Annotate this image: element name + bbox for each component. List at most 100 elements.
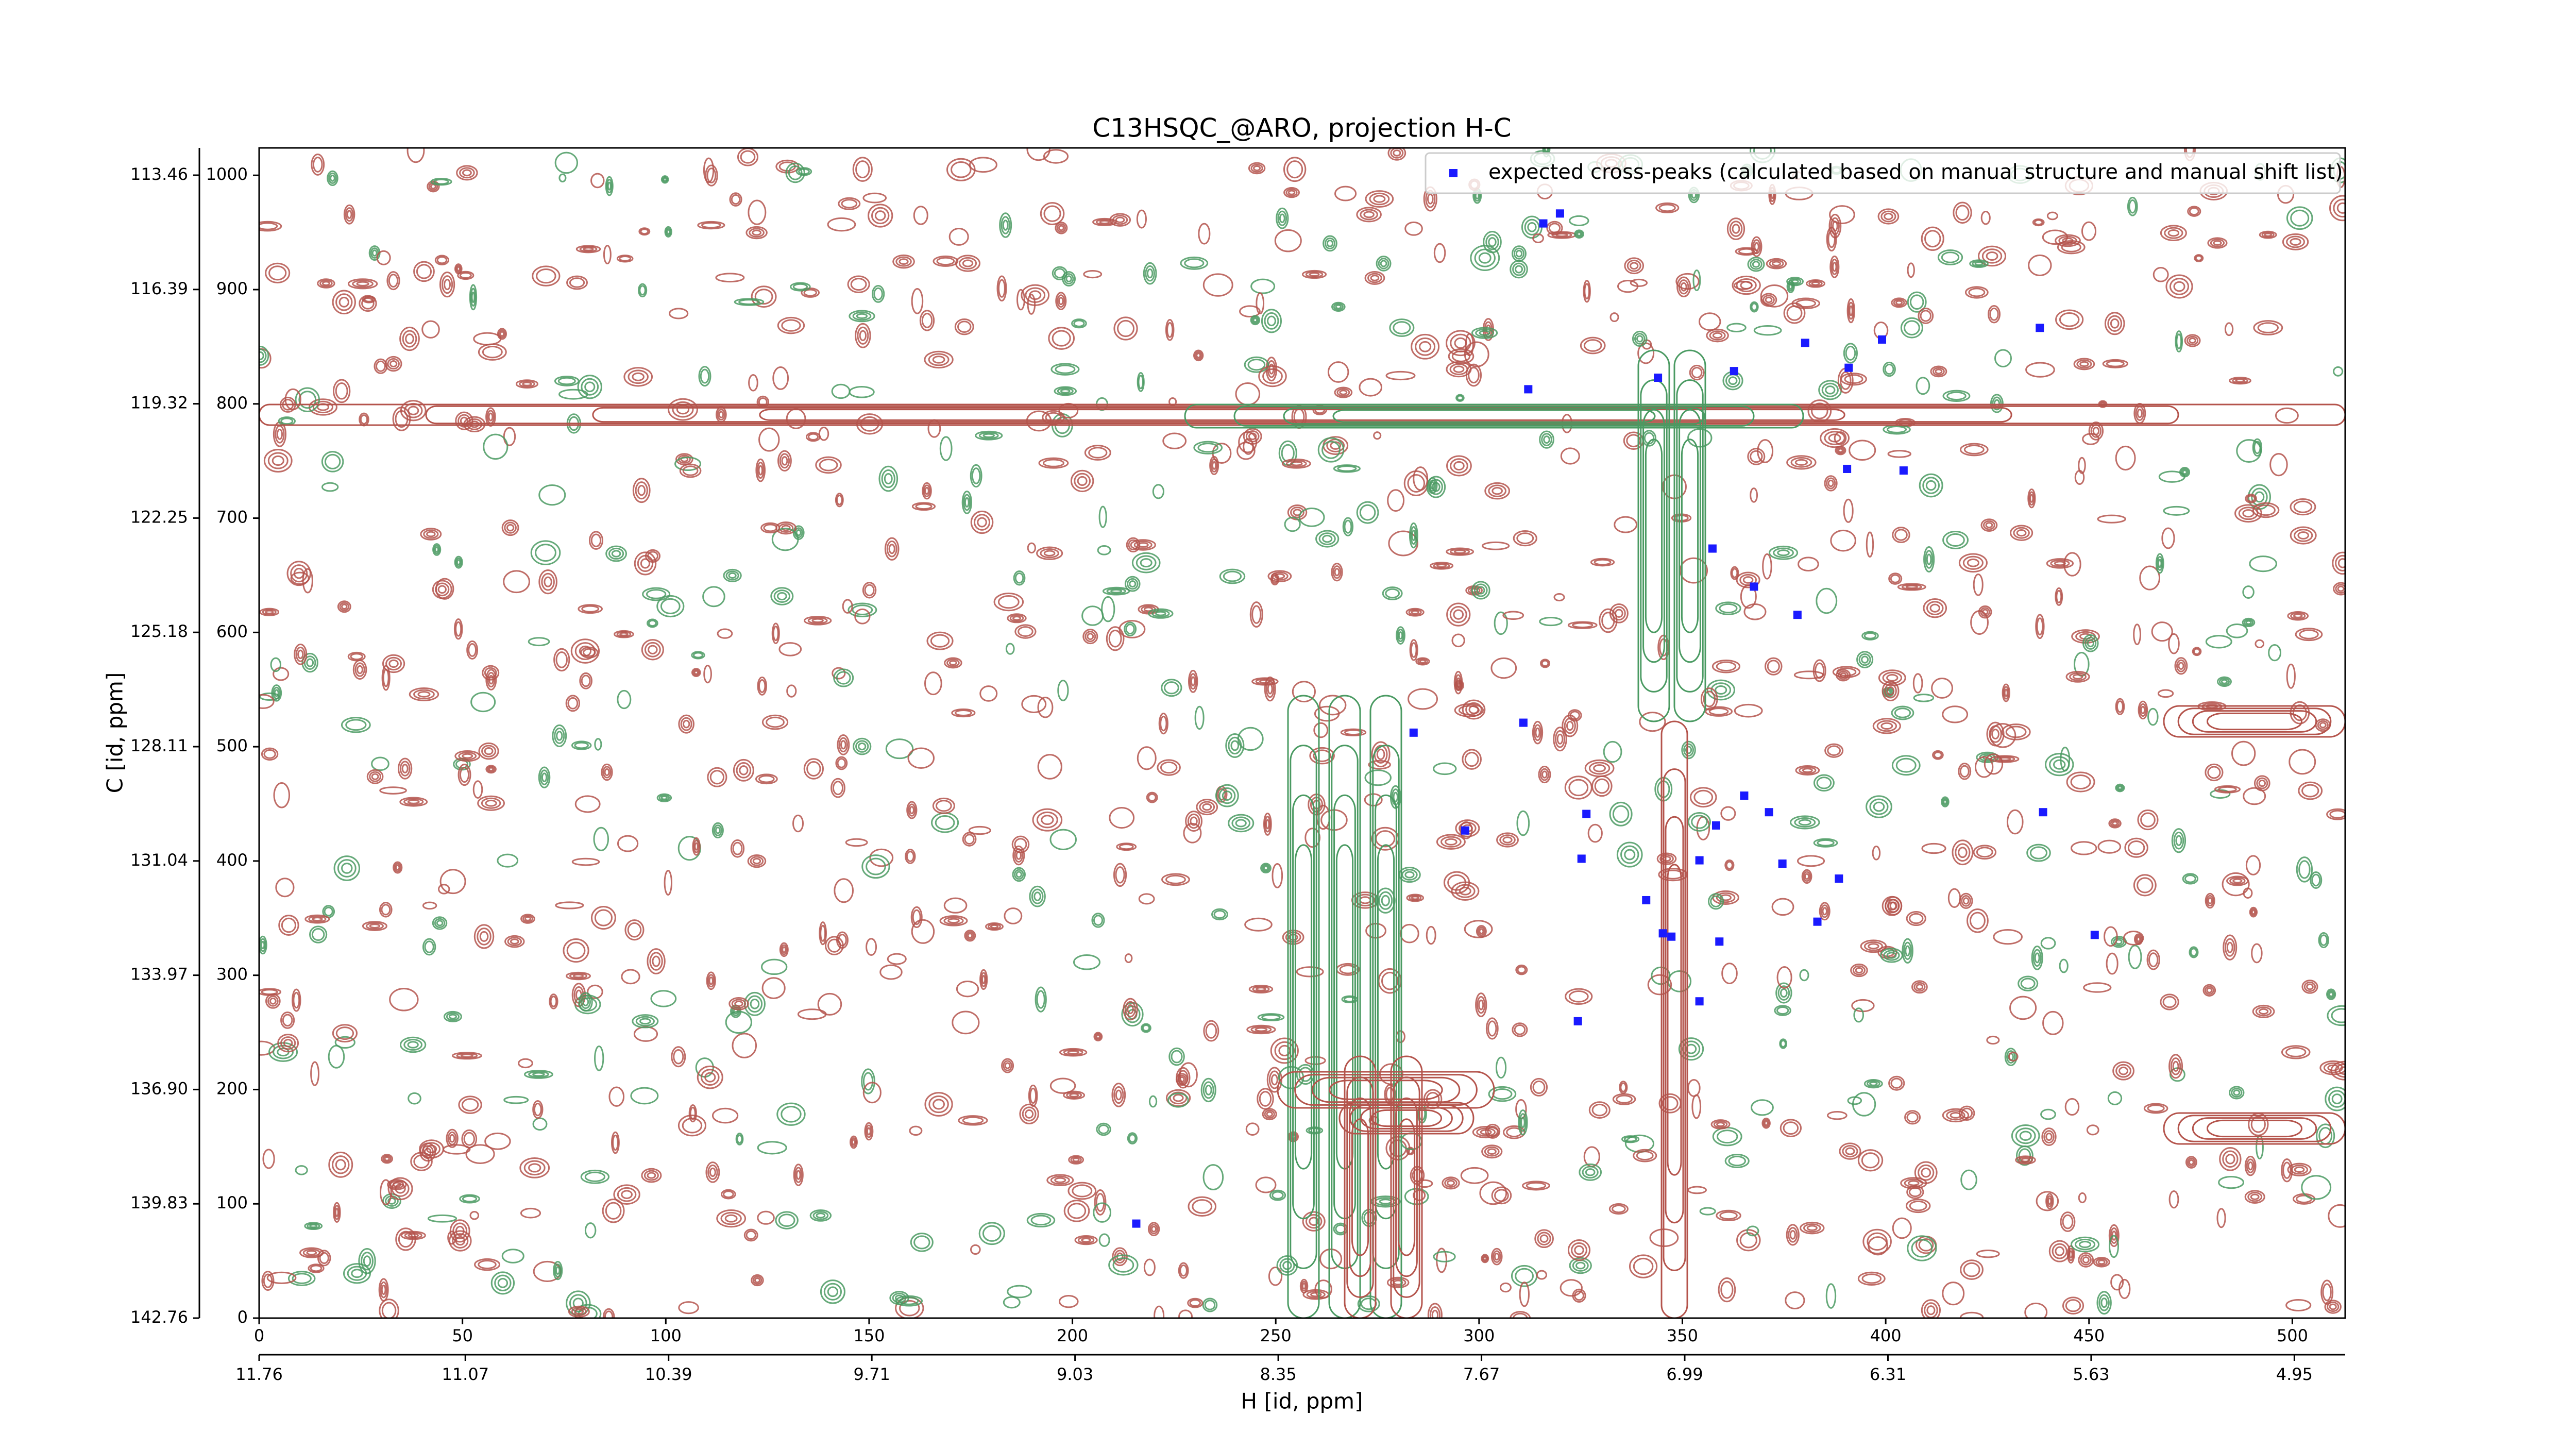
contour: [1479, 330, 1490, 336]
contour: [351, 1269, 363, 1278]
contour: [507, 937, 522, 947]
contour-ridge: [1360, 1107, 1453, 1130]
contour: [1863, 1079, 1883, 1089]
contour: [1918, 1164, 1935, 1181]
contour: [721, 1189, 736, 1200]
contour: [924, 1092, 953, 1117]
contour: [669, 308, 689, 319]
contour: [1973, 573, 1984, 596]
contour: [886, 540, 897, 558]
contour: [2164, 227, 2183, 239]
contour: [1826, 1111, 1848, 1120]
contour: [781, 944, 788, 955]
contour: [852, 157, 873, 182]
contour: [1025, 1109, 1034, 1119]
contour: [1491, 1186, 1512, 1205]
contour: [1732, 224, 1740, 234]
contour: [1102, 586, 1130, 596]
contour: [1707, 893, 1724, 910]
contour: [911, 502, 936, 511]
contour: [1459, 886, 1471, 896]
contour: [2119, 1066, 2129, 1075]
contour: [962, 1116, 984, 1124]
contour: [1131, 552, 1161, 574]
contour: [932, 797, 955, 814]
contour: [1484, 1146, 1500, 1157]
contour: [399, 1036, 427, 1053]
contour: [532, 265, 561, 287]
contour: [1331, 301, 1346, 312]
contour: [462, 169, 472, 177]
contour: [2251, 909, 2256, 915]
contour: [1188, 1196, 1217, 1217]
contour: [262, 1149, 275, 1169]
contour: [1396, 626, 1405, 645]
contour-ridge: [1349, 1104, 1464, 1132]
contour: [1992, 396, 2002, 411]
contour: [1658, 204, 1676, 212]
contour-ridge: [1184, 403, 1804, 429]
contour: [1553, 593, 1565, 602]
contour: [1454, 674, 1462, 692]
contour: [729, 192, 742, 207]
contour: [2259, 230, 2277, 239]
contour: [1146, 791, 1158, 803]
contour: [2108, 1224, 2120, 1248]
contour: [1451, 633, 1465, 648]
contour: [906, 851, 914, 862]
contour: [2104, 926, 2118, 947]
contour: [2045, 1133, 2053, 1141]
contour: [1751, 236, 1762, 257]
contour: [1202, 273, 1233, 297]
contour: [1125, 1001, 1136, 1018]
contour: [1839, 371, 1852, 390]
contour: [1582, 1166, 1599, 1179]
contour: [327, 170, 338, 186]
contour: [1885, 896, 1903, 916]
contour: [2042, 1010, 2064, 1035]
cross-peak: [1843, 464, 1852, 473]
contour: [2252, 502, 2280, 518]
contour: [446, 1012, 460, 1021]
contour: [1966, 908, 1989, 933]
contour: [1222, 790, 1232, 801]
contour: [965, 931, 975, 940]
contour: [2207, 237, 2228, 249]
contour: [967, 933, 973, 939]
contour: [616, 631, 632, 637]
contour: [453, 618, 463, 640]
contour: [969, 157, 997, 173]
contour: [1919, 473, 1943, 498]
contour: [985, 922, 1004, 931]
contour: [641, 1168, 662, 1183]
contour: [266, 1271, 297, 1284]
contour-ridge: [2192, 710, 2317, 733]
contour: [1958, 763, 1972, 780]
contour: [358, 1248, 376, 1274]
contour: [2242, 617, 2256, 628]
contour: [1726, 217, 1745, 241]
contour: [823, 1283, 842, 1301]
contour: [420, 528, 442, 541]
contour: [387, 1177, 413, 1201]
contour: [574, 1308, 584, 1315]
contour: [1270, 573, 1280, 586]
contour: [1433, 762, 1457, 776]
contour: [2070, 1236, 2100, 1253]
contour: [1594, 559, 1612, 566]
contour: [2133, 624, 2141, 646]
contour: [485, 799, 497, 807]
contour: [2110, 1274, 2124, 1291]
contour: [998, 279, 1006, 298]
contour: [922, 482, 932, 500]
contour: [1384, 1084, 1396, 1105]
contour: [2243, 787, 2266, 805]
contour: [2062, 238, 2074, 244]
contour: [2167, 229, 2180, 237]
contour: [1027, 542, 1036, 554]
contour: [434, 918, 446, 929]
contour: [2174, 657, 2188, 675]
contour: [933, 1099, 945, 1110]
contour: [1426, 476, 1446, 498]
contour: [899, 258, 909, 265]
